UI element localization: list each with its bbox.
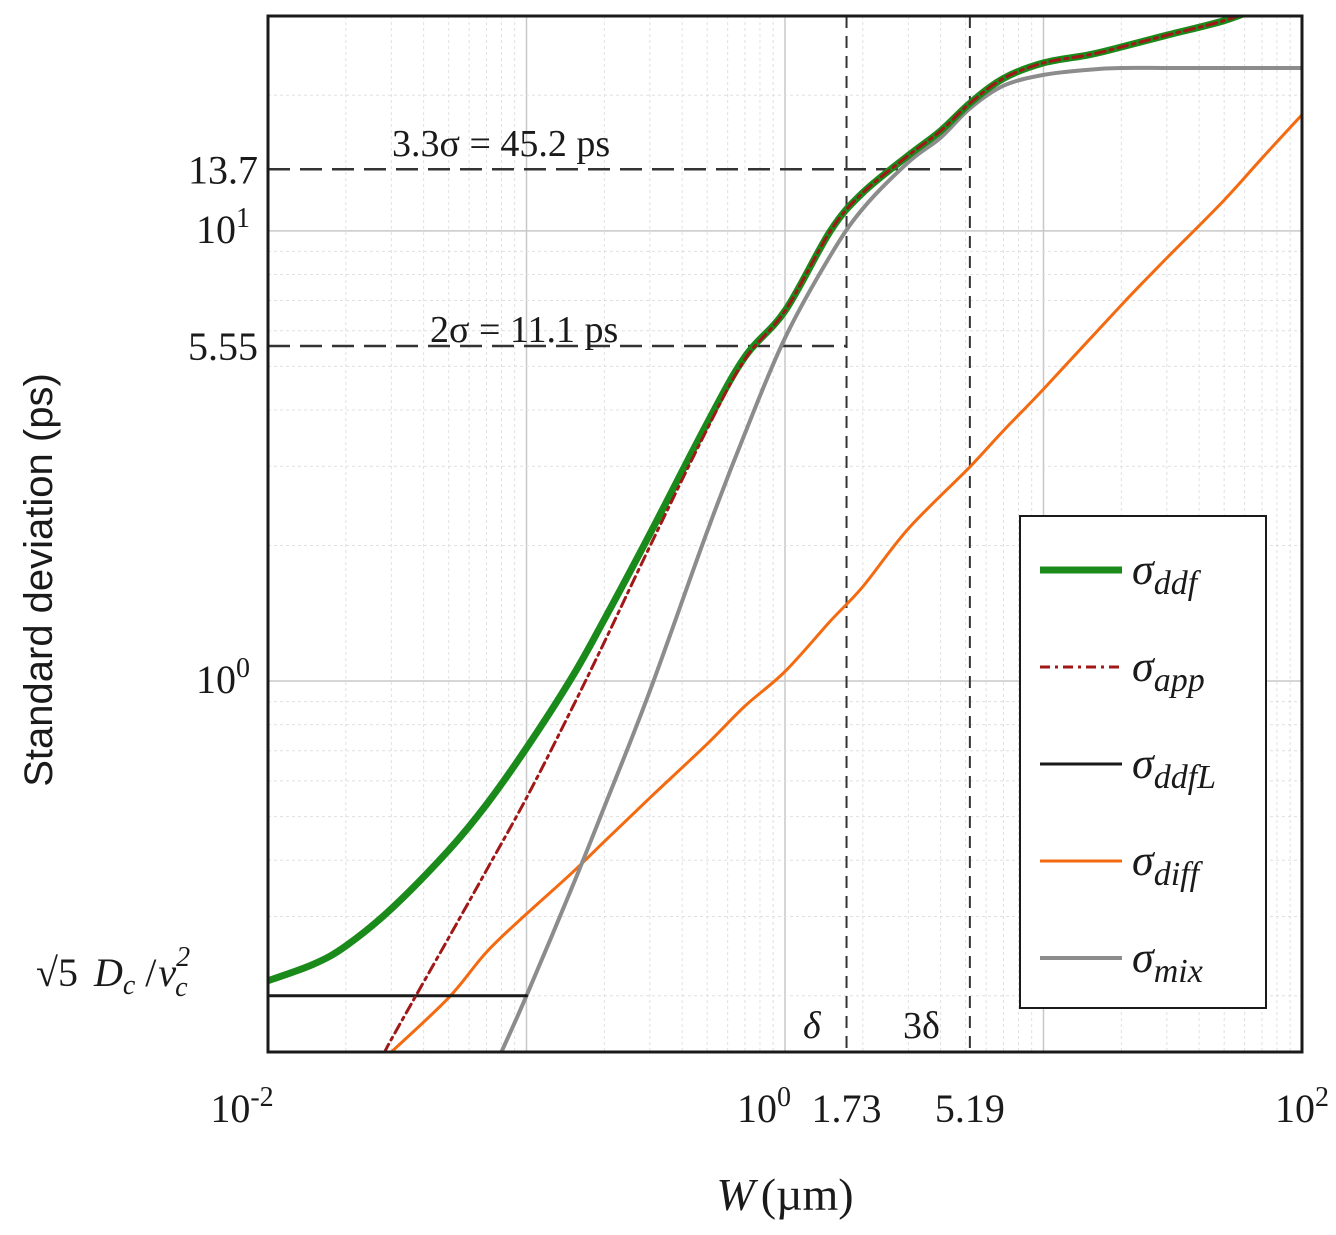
y-mark-label-13.7: 13.7 bbox=[188, 147, 258, 192]
series-line-app bbox=[383, 16, 1243, 1052]
x-tick-label-102: 102 bbox=[1275, 1082, 1329, 1131]
series-line-diff bbox=[389, 113, 1302, 1052]
annotation-3-3-sigma: 3.3σ = 45.2 ps bbox=[392, 123, 610, 165]
y-axis-title: Standard deviation (ps) bbox=[17, 373, 61, 787]
legend-label-app: σapp bbox=[1132, 642, 1205, 699]
annotation-delta: δ bbox=[803, 1005, 822, 1047]
legend-label-ddf: σddf bbox=[1132, 545, 1202, 602]
x-tick-label-100: 100 bbox=[737, 1082, 791, 1131]
x-mark-label-1.73: 1.73 bbox=[812, 1086, 882, 1131]
annotation-2-sigma: 2σ = 11.1 ps bbox=[430, 309, 618, 351]
x-axis-title: W (µm) bbox=[716, 1169, 853, 1220]
y-tick-label-100: 100 bbox=[196, 653, 250, 702]
legend-label-diff: σdiff bbox=[1132, 836, 1204, 893]
annotation-3-delta: 3δ bbox=[903, 1005, 940, 1047]
legend-label-ddfL: σddfL bbox=[1132, 739, 1216, 796]
legend-box bbox=[1019, 515, 1267, 1009]
plot-frame bbox=[266, 14, 1304, 1054]
x-tick-label-10-2: 10-2 bbox=[210, 1082, 273, 1131]
y-mark-label-5.55: 5.55 bbox=[188, 324, 258, 369]
y-label-dc-vc: √5 Dc /v2 c bbox=[36, 942, 190, 1003]
tick-labels: 10-2 100 102 1.73 5.19 100 101 5.55 13.7 bbox=[188, 147, 1329, 1131]
y-tick-label-101: 101 bbox=[196, 203, 250, 252]
series-line-mix bbox=[499, 65, 1302, 1052]
series-layer bbox=[268, 16, 1302, 1052]
x-mark-label-5.19: 5.19 bbox=[935, 1086, 1005, 1131]
legend-label-mix: σmix bbox=[1132, 933, 1203, 990]
legend: σddf σapp σddfL σdiff σmix bbox=[1019, 515, 1267, 1009]
